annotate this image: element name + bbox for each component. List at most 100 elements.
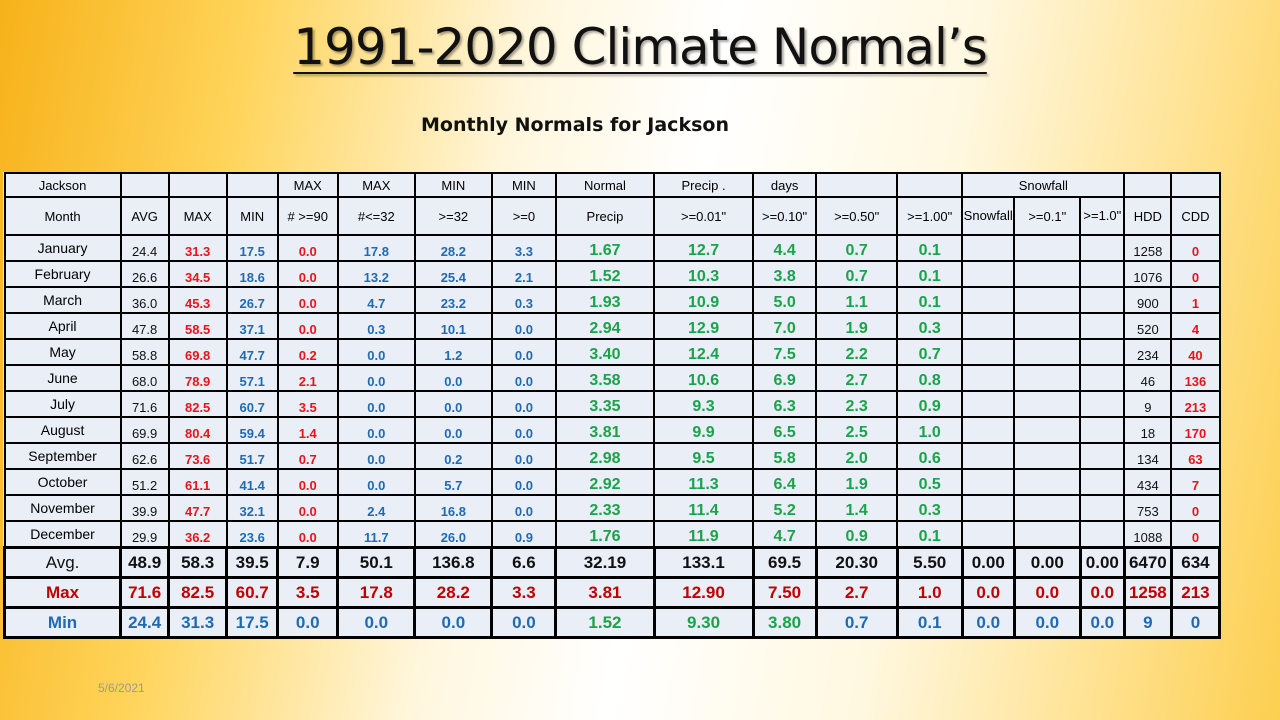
summary-cell: 7.9 [276, 546, 340, 579]
table-cell [1013, 312, 1082, 340]
cell-value: 71.6 [131, 399, 158, 415]
table-cell: 13.2 [336, 260, 416, 288]
cell-value: 0.0 [514, 399, 533, 415]
cell-value: 0.2 [298, 347, 317, 363]
cell-value: 7.5 [773, 346, 796, 363]
cell-value: 0.3 [367, 321, 386, 337]
cell-value: 12.4 [687, 346, 720, 363]
summary-cell: 12.90 [652, 576, 755, 609]
summary-cell: 31.3 [167, 606, 229, 639]
cell-value: 5.2 [773, 502, 796, 519]
cell-value: 36.0 [131, 295, 158, 311]
table-cell: 0.0 [490, 442, 557, 470]
cell-value: 0.3 [918, 502, 941, 519]
table-row: November 39.9 47.7 32.1 0.0 2.4 16.8 0.0 2.33 11.… [3, 494, 1221, 522]
table-cell: 0.0 [490, 312, 557, 340]
table-cell: 0.7 [815, 234, 899, 262]
table-cell [1079, 416, 1126, 444]
cell-value: 39.9 [131, 503, 158, 519]
header-cell: >=1.00" [896, 196, 964, 236]
cell-value: March [43, 292, 82, 308]
cell-value: 0.1 [918, 268, 941, 285]
table-cell: 6.4 [752, 468, 818, 496]
table-cell: 2.0 [815, 442, 899, 470]
cell-value: 1.76 [589, 528, 621, 545]
table-cell: 1.67 [554, 234, 656, 262]
table-cell [1079, 312, 1126, 340]
table-cell [1079, 468, 1126, 496]
header-cell: Normal [554, 172, 656, 198]
table-cell: 62.6 [119, 442, 170, 470]
table-cell: 0.0 [336, 416, 416, 444]
cell-value: 170 [1184, 425, 1207, 441]
cell-value: January [37, 240, 88, 256]
table-cell: 28.2 [413, 234, 493, 262]
table-row: April 47.8 58.5 37.1 0.0 0.3 10.1 0.0 2.94 12.9 7.… [3, 312, 1221, 340]
cell-value: 12.7 [687, 242, 720, 259]
summary-cell: 0.00 [1012, 546, 1082, 579]
summary-cell: 1.0 [895, 576, 964, 609]
table-cell: 3.3 [490, 234, 557, 262]
table-cell: 78.9 [167, 364, 228, 392]
cell-value: 26.6 [131, 269, 158, 285]
table-cell: 3.81 [554, 416, 656, 444]
header-cell: MIN [225, 196, 279, 236]
table-row: February 26.6 34.5 18.6 0.0 13.2 25.4 2.1 1.52 10… [3, 260, 1221, 288]
table-cell: 0.6 [896, 442, 964, 470]
table-cell: 5.8 [752, 442, 818, 470]
cell-value: 2.7 [845, 372, 868, 389]
cell-value: 0 [1191, 269, 1200, 285]
cell-value: 23.2 [440, 295, 466, 311]
summary-label: Avg. [2, 546, 123, 579]
summary-cell: 9 [1122, 606, 1173, 639]
table-cell: 1076 [1123, 260, 1173, 288]
header-cell: >=32 [413, 196, 493, 236]
table-cell: 0.9 [815, 520, 899, 549]
table-cell [961, 312, 1016, 340]
header-cell: >=0 [490, 196, 557, 236]
table-cell: 0.3 [336, 312, 416, 340]
table-cell: 0.0 [490, 468, 557, 496]
cell-value: 3.58 [589, 372, 621, 389]
table-cell: 47.8 [119, 312, 170, 340]
summary-cell: 20.30 [814, 546, 899, 579]
table-cell: 0 [1170, 520, 1221, 549]
header-cell: MIN [490, 172, 557, 198]
table-cell: 0.0 [413, 364, 493, 392]
table-cell: 2.98 [554, 442, 656, 470]
cell-value: 80.4 [184, 425, 211, 441]
cell-value: April [48, 318, 77, 334]
table-row: December 29.9 36.2 23.6 0.0 11.7 26.0 0.9 1.76 11… [3, 520, 1221, 549]
table-cell: 0.2 [276, 338, 339, 366]
table-cell: 32.1 [225, 494, 279, 522]
table-cell: 1.76 [554, 520, 656, 549]
table-cell: 47.7 [167, 494, 228, 522]
table-cell: 3.5 [276, 390, 339, 418]
cell-value: 3.3 [514, 243, 533, 259]
table-cell: 6.9 [752, 364, 818, 392]
summary-cell: 3.80 [751, 606, 818, 639]
table-cell: 47.7 [225, 338, 279, 366]
cell-value: 10.1 [440, 321, 466, 337]
table-cell [961, 260, 1016, 288]
cell-value: 51.2 [131, 477, 158, 493]
header-cell [896, 172, 964, 198]
table-cell: 26.6 [119, 260, 170, 288]
table-cell: 1 [1170, 286, 1221, 314]
table-cell: 18.6 [225, 260, 279, 288]
table-row: June 68.0 78.9 57.1 2.1 0.0 0.0 0.0 3.58 10.6 6.9 2… [3, 364, 1221, 392]
header-cell: MIN [413, 172, 493, 198]
table-cell: 16.8 [413, 494, 493, 522]
cell-value: 9 [1144, 399, 1152, 415]
cell-value: 5.7 [444, 477, 463, 493]
cell-value: 0.0 [514, 503, 533, 519]
cell-value: 9.5 [692, 450, 715, 467]
table-cell: 2.33 [554, 494, 656, 522]
cell-value: 0.0 [367, 425, 386, 441]
summary-cell: 1258 [1122, 576, 1173, 609]
summary-cell: 0.0 [490, 606, 558, 639]
table-cell: 0.0 [276, 468, 339, 496]
table-cell: 0.0 [490, 338, 557, 366]
table-cell: 0 [1170, 234, 1221, 262]
table-cell: 80.4 [167, 416, 228, 444]
